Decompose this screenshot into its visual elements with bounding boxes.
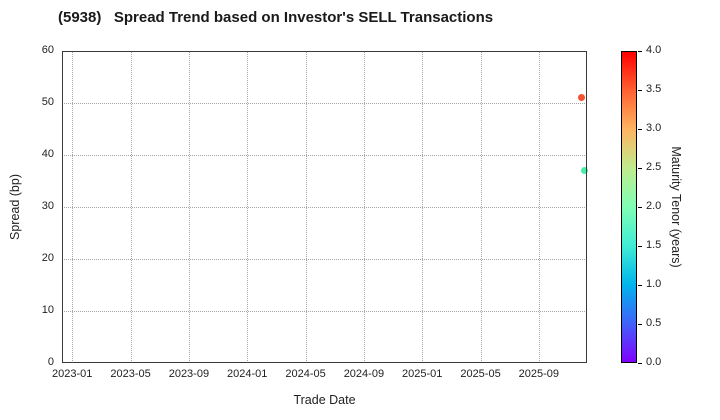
x-tick-label: 2024-01 (227, 368, 268, 380)
y-gridline (62, 311, 587, 312)
colorbar (621, 51, 637, 363)
colorbar-tick (638, 168, 642, 169)
colorbar-tick-label: 2.5 (646, 161, 662, 173)
colorbar-tick (638, 90, 642, 91)
x-tick-label: 2023-05 (110, 368, 151, 380)
data-point (580, 167, 588, 175)
y-tick-label: 60 (41, 44, 54, 56)
x-tick-label: 2023-09 (168, 368, 210, 380)
colorbar-tick-label: 3.5 (646, 83, 662, 95)
colorbar-tick (638, 246, 642, 247)
y-gridline (62, 155, 587, 156)
y-tick-label: 40 (41, 148, 54, 160)
colorbar-tick (638, 51, 642, 52)
chart-title: (5938) Spread Trend based on Investor's … (58, 9, 494, 26)
colorbar-tick-label: 1.0 (646, 278, 662, 290)
colorbar-tick-label: 0.5 (646, 317, 662, 329)
colorbar-tick (638, 285, 642, 286)
plot-area (62, 51, 588, 363)
y-gridline (62, 51, 587, 52)
colorbar-tick (638, 129, 642, 130)
y-axis-label: Spread (bp) (8, 173, 22, 241)
colorbar-tick-label: 3.0 (646, 122, 662, 134)
x-tick-label: 2025-09 (518, 368, 560, 380)
x-tick-label: 2024-09 (343, 368, 385, 380)
colorbar-tick (638, 363, 642, 364)
colorbar-tick-label: 1.5 (646, 239, 662, 251)
colorbar-tick-label: 2.0 (646, 200, 662, 212)
y-gridline (62, 207, 587, 208)
colorbar-tick-label: 4.0 (646, 44, 662, 56)
x-tick-label: 2025-01 (402, 368, 443, 380)
colorbar-tick (638, 207, 642, 208)
y-tick-label: 0 (47, 356, 54, 368)
y-gridline (62, 259, 587, 260)
colorbar-tick (638, 324, 642, 325)
y-tick-label: 50 (41, 96, 54, 108)
y-gridline (62, 103, 587, 104)
x-tick-label: 2023-01 (51, 368, 93, 380)
colorbar-tick-label: 0.0 (646, 356, 662, 368)
x-axis-label: Trade Date (293, 393, 356, 407)
x-tick-label: 2024-05 (285, 368, 326, 380)
x-tick-label: 2025-05 (460, 368, 501, 380)
y-tick-label: 10 (41, 304, 54, 316)
y-tick-label: 30 (41, 200, 54, 212)
colorbar-label: Maturity Tenor (years) (669, 146, 683, 268)
data-point (578, 94, 586, 102)
y-tick-label: 20 (41, 252, 54, 264)
